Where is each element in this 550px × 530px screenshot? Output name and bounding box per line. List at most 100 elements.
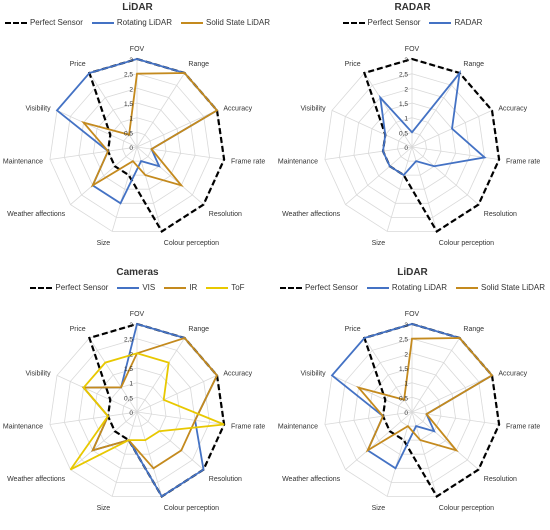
legend-swatch xyxy=(181,21,204,24)
legend-item-tof: ToF xyxy=(206,283,245,292)
series-perfect-sensor-line xyxy=(362,57,501,233)
legend-swatch xyxy=(4,21,27,24)
chart-legend: Perfect Sensor Rotating LiDAR Solid State … xyxy=(0,18,275,27)
grid-spoke xyxy=(89,337,138,413)
legend-swatch xyxy=(30,286,53,289)
axis-label-maintenance: Maintenance xyxy=(278,424,318,431)
tick-label: 2 xyxy=(404,351,408,358)
legend-label: VIS xyxy=(142,283,156,292)
axis-label-accuracy: Accuracy xyxy=(223,371,252,378)
tick-label: 2,5 xyxy=(124,72,133,79)
legend-swatch xyxy=(91,21,114,24)
tick-label: 2 xyxy=(129,351,133,358)
grid-spoke xyxy=(136,337,185,413)
grid-ring xyxy=(367,367,457,455)
tick-label: 0,5 xyxy=(399,395,408,402)
axis-label-weather-affections: Weather affections xyxy=(282,211,341,218)
grid-spoke xyxy=(331,375,413,413)
axis-label-price: Price xyxy=(345,61,361,68)
grid-spoke xyxy=(411,72,460,148)
legend-label: RADAR xyxy=(454,18,483,27)
axis-label-size: Size xyxy=(372,505,386,512)
legend-item-perfect-sensor: Perfect Sensor xyxy=(279,283,358,292)
tick-label: 2,5 xyxy=(124,337,133,344)
legend-item-vis: VIS xyxy=(117,283,155,292)
grid-spoke xyxy=(136,146,204,205)
grid-spoke xyxy=(136,411,225,425)
chart-legend: Perfect Sensor Rotating LiDAR Solid State … xyxy=(275,283,550,292)
legend-item-solid-state-lidar: Solid State LiDAR xyxy=(181,18,270,27)
legend-swatch xyxy=(456,286,479,289)
tick-label: 0,5 xyxy=(124,395,133,402)
grid-ring xyxy=(338,73,486,218)
legend-item-ir: IR xyxy=(164,283,197,292)
grid-ring xyxy=(122,131,152,162)
legend-item-solid-state-lidar: Solid State LiDAR xyxy=(456,283,545,292)
axis-label-weather-affections: Weather affections xyxy=(7,476,66,483)
tick-label: 0 xyxy=(129,145,133,152)
grid-ring xyxy=(122,396,152,427)
legend-label: Solid State LiDAR xyxy=(481,283,546,292)
radar-radar-chart: RADAR Perfect Sensor RADAR 0 0,5 1 1,5 2 2,5 3 F… xyxy=(275,0,550,265)
series-ir-line xyxy=(81,336,219,470)
series-solid-state-lidar-line xyxy=(81,72,219,188)
legend-label: Perfect Sensor xyxy=(367,18,421,27)
grid-spoke xyxy=(136,146,225,160)
axis-label-frame-rate: Frame rate xyxy=(231,159,265,166)
axis-label-weather-affections: Weather affections xyxy=(282,476,341,483)
legend-item-radar: RADAR xyxy=(429,18,482,27)
grid-ring xyxy=(397,131,427,162)
tick-label: 1,5 xyxy=(124,101,133,108)
grid-ring xyxy=(353,352,471,469)
tick-label: 1 xyxy=(404,381,408,388)
chart-legend: Perfect Sensor VIS IR ToF xyxy=(0,283,275,292)
grid-ring xyxy=(382,117,442,176)
axis-label-colour-perception: Colour perception xyxy=(164,240,219,247)
axis-label-price: Price xyxy=(70,326,86,333)
axis-label-resolution: Resolution xyxy=(209,211,242,218)
tick-label: 1,5 xyxy=(399,101,408,108)
legend-label: ToF xyxy=(231,283,245,292)
legend-item-perfect-sensor: Perfect Sensor xyxy=(342,18,421,27)
axis-label-fov: FOV xyxy=(130,311,145,318)
axis-label-fov: FOV xyxy=(130,46,145,53)
tick-label: 0,5 xyxy=(399,130,408,137)
axis-label-range: Range xyxy=(463,326,484,333)
axis-label-accuracy: Accuracy xyxy=(498,106,527,113)
grid-spoke xyxy=(136,110,218,148)
tick-label: 0 xyxy=(129,410,133,417)
legend-label: IR xyxy=(189,283,198,292)
legend-swatch xyxy=(117,286,140,289)
grid-ring xyxy=(78,87,196,204)
grid-spoke xyxy=(56,110,138,148)
legend-swatch xyxy=(279,286,302,289)
lidar-radar-chart-top: LiDAR Perfect Sensor Rotating LiDAR Solid … xyxy=(0,0,275,265)
axis-label-colour-perception: Colour perception xyxy=(164,505,219,512)
axis-label-maintenance: Maintenance xyxy=(3,424,43,431)
axis-label-frame-rate: Frame rate xyxy=(506,424,540,431)
lidar-radar-chart-bottom: LiDAR Perfect Sensor Rotating LiDAR Solid … xyxy=(275,265,550,530)
axis-label-range: Range xyxy=(463,61,484,68)
tick-label: 0,5 xyxy=(124,130,133,137)
legend-swatch xyxy=(164,286,187,289)
legend-item-perfect-sensor: Perfect Sensor xyxy=(4,18,83,27)
axis-label-maintenance: Maintenance xyxy=(278,159,318,166)
grid-spoke xyxy=(411,411,500,425)
grid-spoke xyxy=(56,375,138,413)
grid-ring xyxy=(92,102,182,190)
axis-label-accuracy: Accuracy xyxy=(223,106,252,113)
axis-label-weather-affections: Weather affections xyxy=(7,211,66,218)
legend-label: Perfect Sensor xyxy=(55,283,109,292)
series-tof-line xyxy=(69,352,225,471)
grid-spoke xyxy=(136,72,185,148)
tick-label: 2 xyxy=(404,86,408,93)
grid-spoke xyxy=(411,337,460,413)
grid-spoke xyxy=(136,411,163,497)
axis-label-colour-perception: Colour perception xyxy=(439,240,494,247)
axis-label-price: Price xyxy=(70,61,86,68)
grid-spoke xyxy=(49,146,138,160)
grid-spoke xyxy=(386,146,413,232)
axis-label-fov: FOV xyxy=(405,46,420,53)
axis-label-visibility: Visibility xyxy=(300,106,326,113)
